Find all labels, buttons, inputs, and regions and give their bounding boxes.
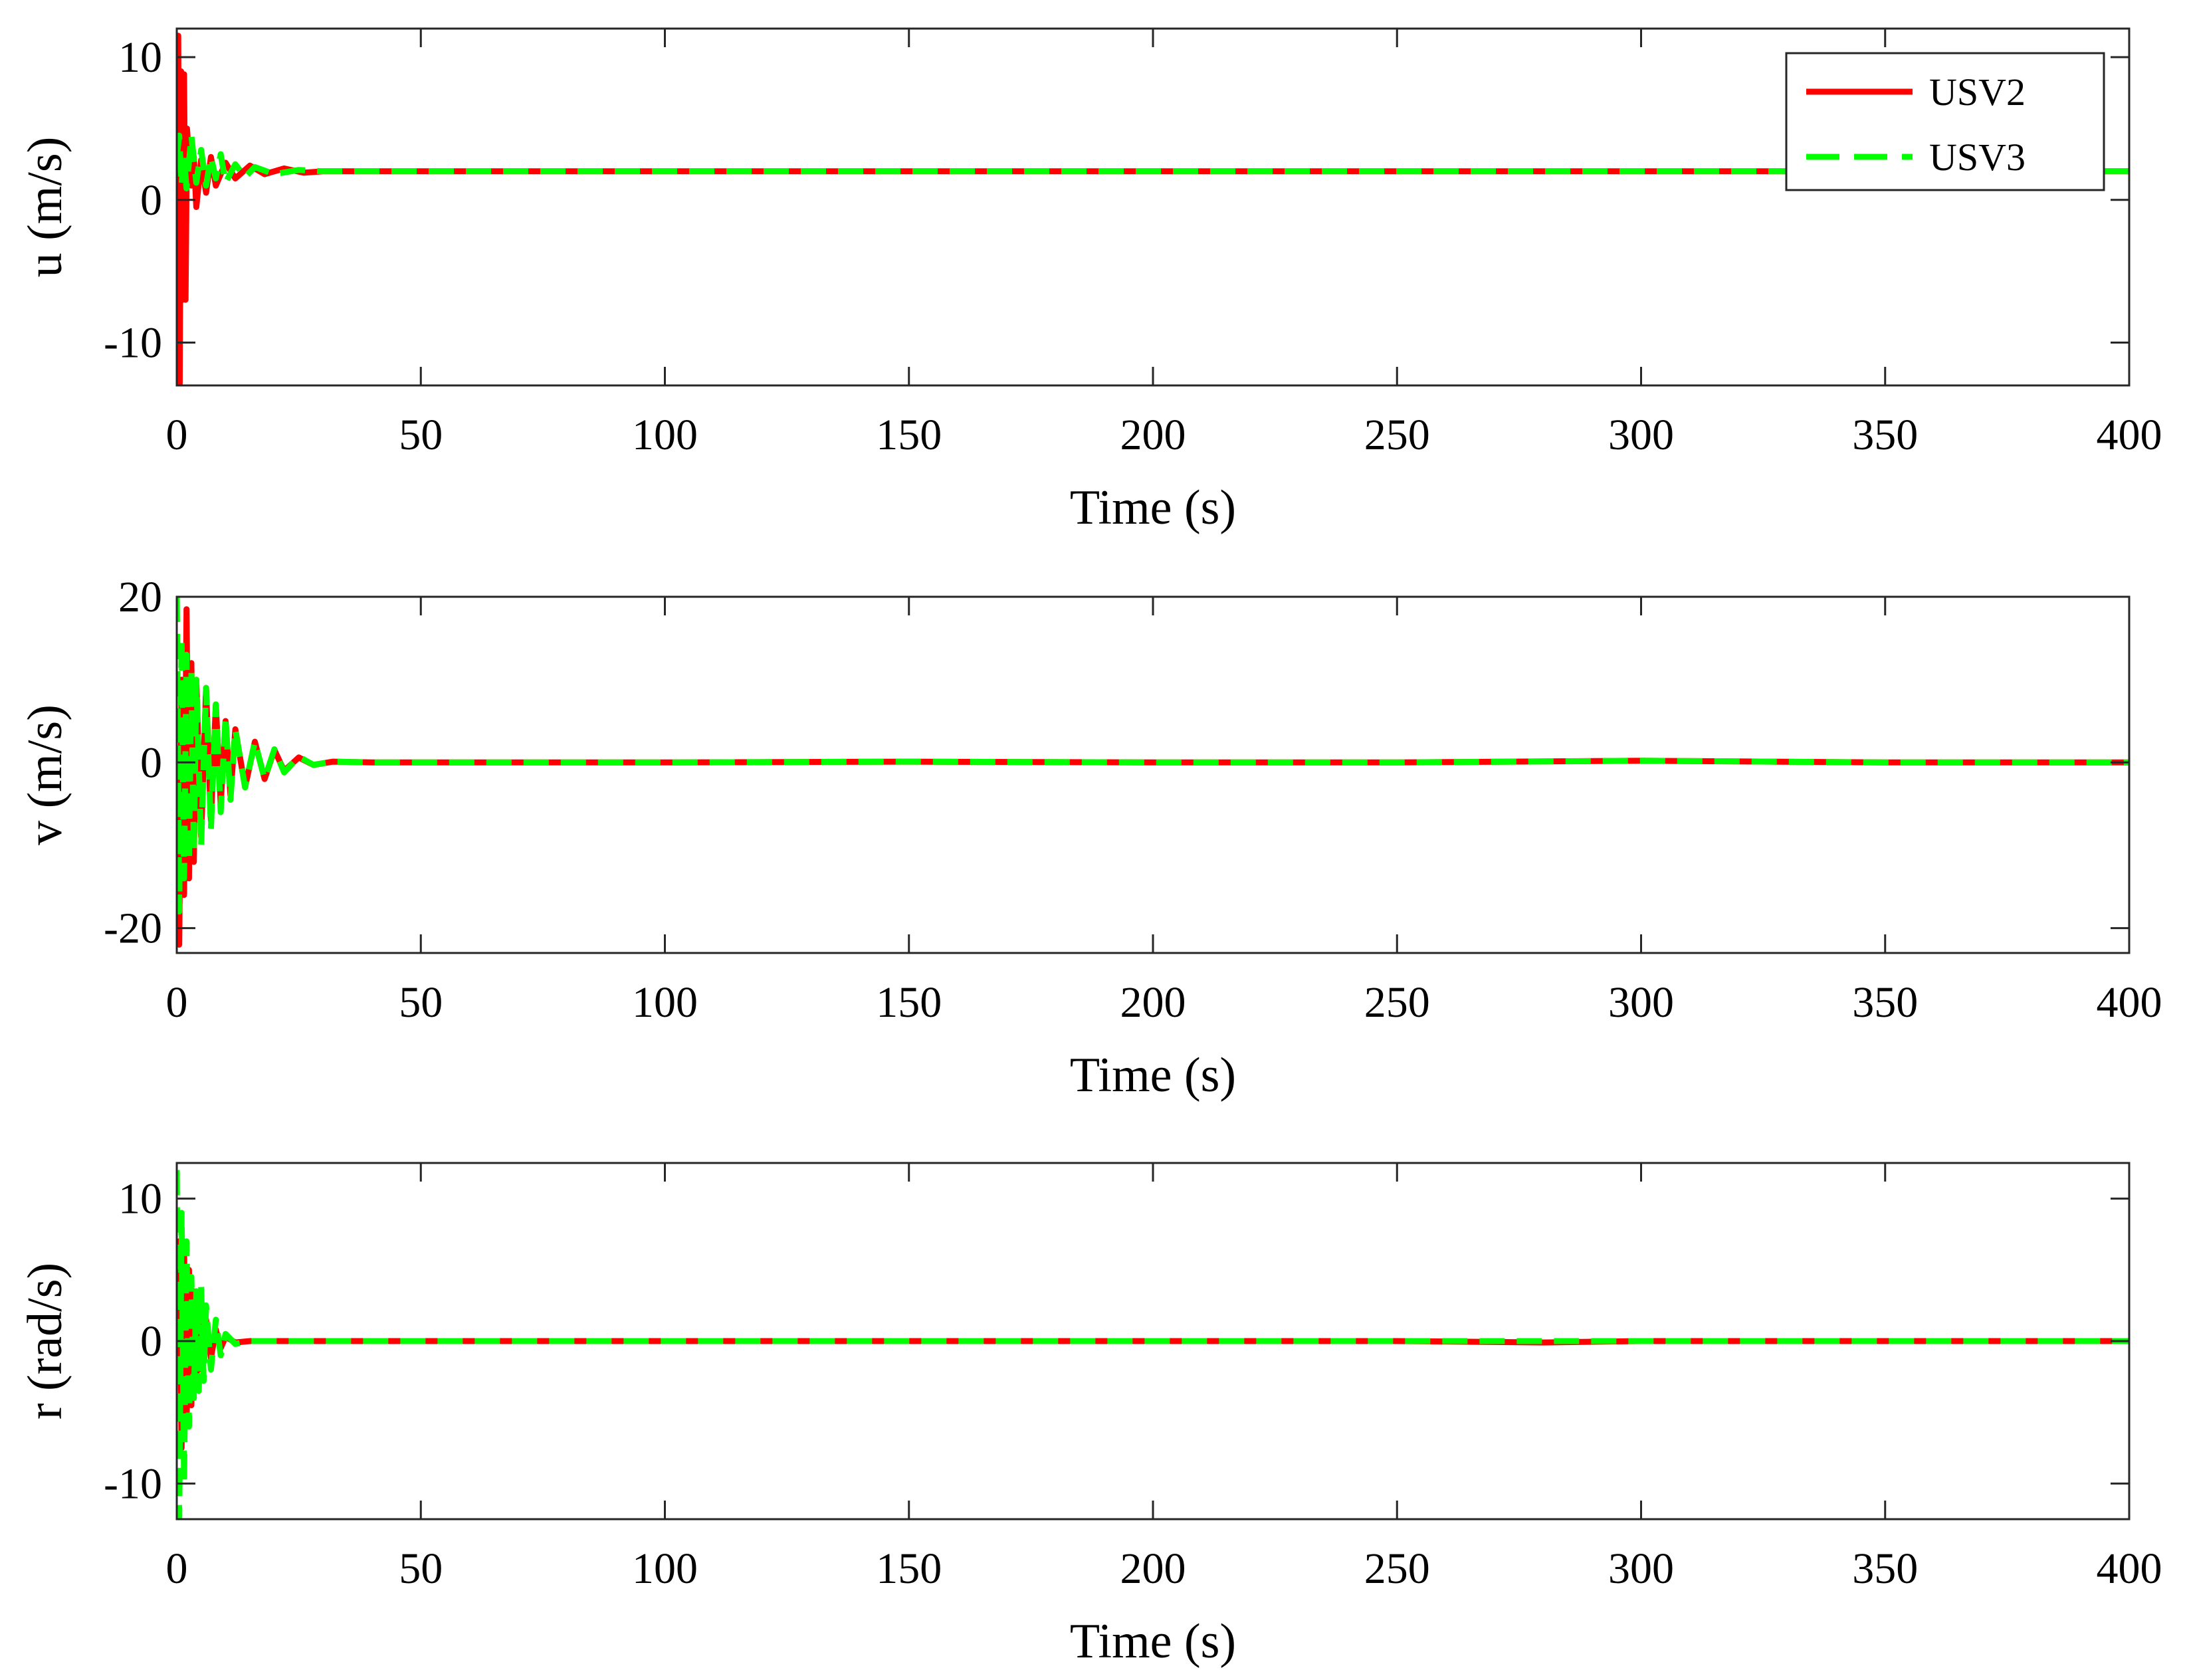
- x-tick-label: 100: [632, 1544, 698, 1593]
- x-tick-label: 0: [166, 978, 188, 1027]
- y-axis-label: v (m/s): [18, 704, 72, 845]
- x-tick-label: 0: [166, 1544, 188, 1593]
- x-tick-label: 50: [399, 1544, 443, 1593]
- y-tick-label: 10: [118, 33, 162, 82]
- x-tick-label: 250: [1364, 411, 1430, 459]
- x-tick-label: 400: [2097, 978, 2162, 1027]
- x-axis-label: Time (s): [1070, 480, 1236, 535]
- y-tick-label: -20: [104, 904, 162, 953]
- y-axis-label: u (m/s): [18, 137, 72, 278]
- plot-area: [177, 597, 2129, 953]
- x-tick-label: 300: [1608, 1544, 1674, 1593]
- x-tick-label: 400: [2097, 411, 2162, 459]
- legend: USV2 USV3: [1785, 52, 2105, 191]
- x-tick-label: 150: [876, 1544, 942, 1593]
- y-tick-label: 20: [118, 573, 162, 621]
- y-tick-label: -10: [104, 319, 162, 368]
- x-tick-label: 250: [1364, 1544, 1430, 1593]
- series-line-usv3: [177, 132, 2129, 192]
- series-line-usv3: [177, 1170, 2129, 1519]
- x-tick-label: 50: [399, 411, 443, 459]
- legend-box: [1785, 52, 2105, 191]
- x-tick-label: 250: [1364, 978, 1430, 1027]
- series-line-usv2: [177, 33, 2129, 385]
- y-tick-label: 0: [140, 738, 162, 787]
- legend-label-usv3: USV3: [1929, 136, 2026, 179]
- x-tick-label: 0: [166, 411, 188, 459]
- x-tick-label: 150: [876, 411, 942, 459]
- y-tick-label: -10: [104, 1459, 162, 1508]
- x-tick-label: 100: [632, 978, 698, 1027]
- x-tick-label: 200: [1120, 1544, 1186, 1593]
- y-tick-label: 0: [140, 1317, 162, 1366]
- x-axis-label: Time (s): [1070, 1614, 1236, 1669]
- x-axis-label: Time (s): [1070, 1048, 1236, 1102]
- y-tick-label: 0: [140, 176, 162, 225]
- x-tick-label: 300: [1608, 978, 1674, 1027]
- x-tick-label: 350: [1852, 411, 1918, 459]
- legend-label-usv2: USV2: [1929, 70, 2026, 114]
- x-tick-label: 350: [1852, 1544, 1918, 1593]
- x-tick-label: 200: [1120, 411, 1186, 459]
- x-tick-label: 100: [632, 411, 698, 459]
- y-axis-label: r (rad/s): [18, 1263, 72, 1419]
- series-line-usv3: [177, 597, 2129, 915]
- x-tick-label: 400: [2097, 1544, 2162, 1593]
- x-tick-label: 200: [1120, 978, 1186, 1027]
- x-tick-label: 300: [1608, 411, 1674, 459]
- x-tick-label: 150: [876, 978, 942, 1027]
- x-tick-label: 350: [1852, 978, 1918, 1027]
- x-tick-label: 50: [399, 978, 443, 1027]
- y-tick-label: 10: [118, 1175, 162, 1223]
